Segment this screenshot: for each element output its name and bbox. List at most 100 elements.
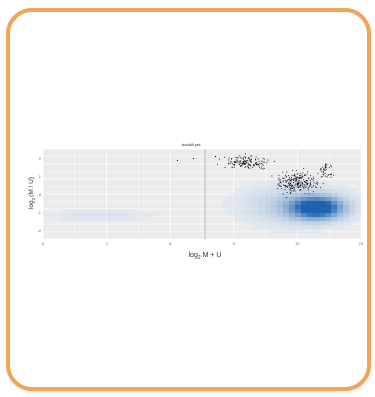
x-tick-label: 6 [169,242,171,246]
density-cell [295,185,302,190]
x-axis-label-body: M + U [203,252,222,259]
density-cell [85,213,92,218]
data-point [235,159,237,161]
density-cell [253,217,260,222]
data-point [282,171,284,173]
density-cell [319,197,326,202]
data-point [244,163,246,164]
data-point [284,185,286,186]
density-cell [97,217,104,222]
density-cell [283,189,290,194]
density-cell [241,209,248,214]
density-cell [133,209,140,214]
data-point [255,156,257,158]
data-point [305,182,307,184]
data-point [242,161,244,163]
density-cell [289,205,296,210]
data-point [305,187,307,188]
data-point [323,167,325,169]
data-point [298,180,300,182]
data-point [296,182,298,184]
density-cell [139,213,146,218]
density-cell [229,205,236,210]
data-point [300,177,302,179]
data-point [234,162,236,164]
density-cell [283,209,290,214]
data-point [288,178,290,180]
density-cell [331,201,338,206]
density-cell [343,201,350,206]
density-cell [313,205,320,210]
data-point [258,161,260,163]
data-point [290,191,292,193]
density-cell [109,213,116,218]
data-point [224,167,226,168]
data-point [283,184,285,186]
density-cell [265,217,272,222]
density-cell [223,201,230,206]
data-point [255,162,256,164]
data-point [312,180,314,182]
density-cell [277,177,284,182]
data-point [310,184,312,186]
density-cell [313,197,320,202]
data-point [298,182,300,184]
density-cell [307,217,314,222]
data-point [282,193,284,195]
data-point [290,192,292,194]
density-cell [313,189,320,194]
density-cell [277,225,284,230]
density-cell [313,181,320,186]
density-cell [319,189,326,194]
data-point [320,187,321,189]
data-point [238,161,240,163]
data-point [282,177,284,179]
data-point [278,174,280,176]
density-cell [91,209,98,214]
data-point [280,185,282,187]
data-point [299,182,301,184]
data-point [230,161,232,163]
data-point [305,179,307,181]
density-cell [115,209,122,214]
data-point [323,168,325,170]
data-point [231,167,233,169]
x-tick-label: 9 [233,242,235,246]
density-cell [271,197,278,202]
density-cell [277,181,284,186]
density-cell [283,201,290,206]
data-point [291,174,293,176]
data-point [312,191,314,193]
data-point [244,156,246,158]
data-point [289,178,291,180]
data-point [309,180,311,182]
density-cell [343,185,350,190]
density-cell [313,201,320,206]
density-cell [235,209,242,214]
density-cell [295,213,302,218]
data-point [243,163,245,165]
data-point [259,163,261,165]
density-cell [253,221,260,226]
data-point [322,171,324,173]
density-cell [295,197,302,202]
data-point [289,177,291,179]
density-cell [265,193,272,198]
density-cell [301,221,308,226]
density-cell [301,193,308,198]
data-point [255,164,257,165]
x-tick-label: 12 [295,242,299,246]
data-point [235,156,237,158]
density-cell [331,193,338,198]
data-point [306,174,308,176]
data-point [244,163,246,165]
density-cell [337,197,344,202]
data-point [289,183,291,185]
density-cell [109,209,116,214]
data-point [254,159,256,161]
data-point [262,168,264,170]
data-point [245,153,246,155]
data-point [246,159,248,161]
density-cell [67,213,74,218]
grid-lines [42,148,362,240]
